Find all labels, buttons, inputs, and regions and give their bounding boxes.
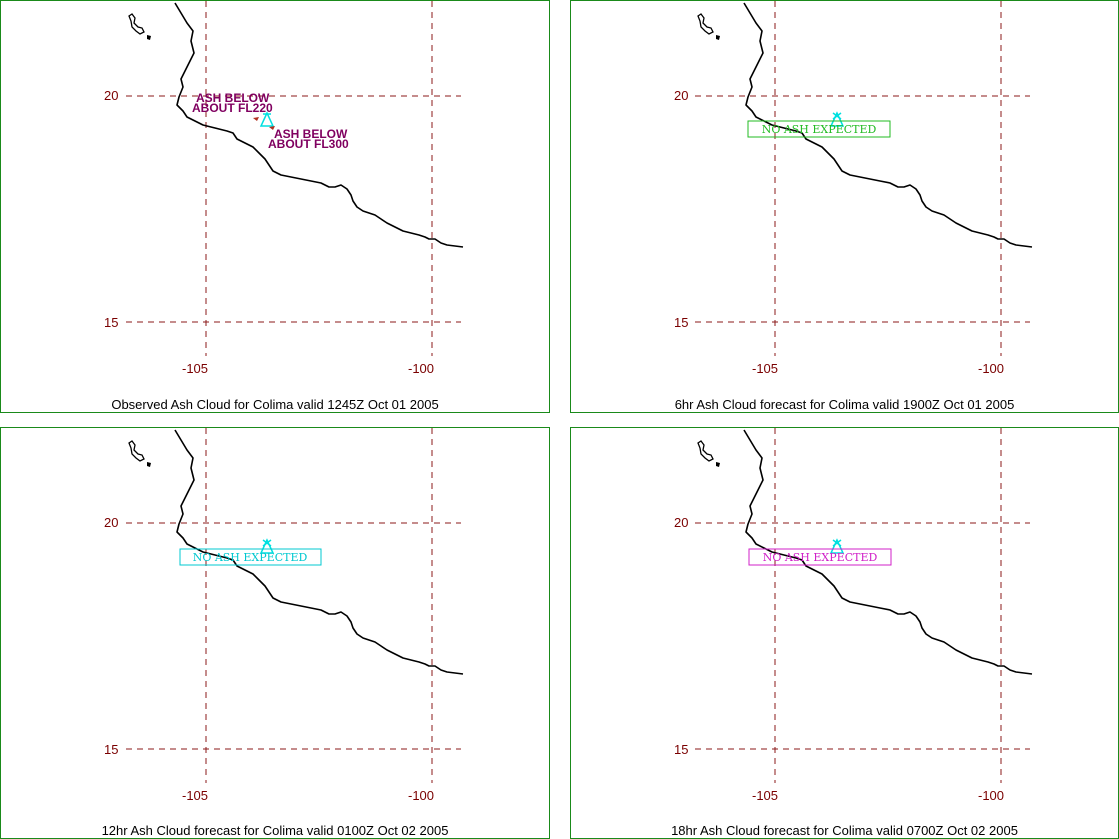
coastline-path [174,2,464,248]
islet-icon [147,35,151,40]
coastline [128,2,464,248]
volcano-icon [259,538,275,554]
lat-tick-15: 15 [104,742,118,757]
volcano-icon [829,111,845,127]
lat-tick-20: 20 [674,515,688,530]
map-canvas: 20 15 -105 -100 NO ASH EXPECTED [104,428,464,803]
lat-tick-15: 15 [674,315,688,330]
island-icon [697,13,714,35]
no-ash-label: NO ASH EXPECTED [763,551,878,564]
coastline-path [743,429,1033,675]
island-icon [128,440,145,462]
coastline [128,429,464,675]
map-canvas: 20 15 -105 -100 NO ASH EXPECTED [674,428,1033,803]
ash-label-2a: ASH BELOW [274,127,348,141]
panel-caption: 12hr Ash Cloud forecast for Colima valid… [101,823,449,838]
coastline [697,2,1033,248]
lon-tick-105: -105 [752,361,778,376]
coastline-path [743,2,1033,248]
coastline [697,429,1033,675]
panel-caption: 6hr Ash Cloud forecast for Colima valid … [674,397,1015,412]
map-panel-observed: 20 15 -105 -100 ASH BELOW ABOUT FL220 AS… [0,0,550,413]
ash-cloud-marks [253,117,275,130]
no-ash-box [179,548,322,566]
lon-tick-105: -105 [182,361,208,376]
lat-tick-20: 20 [104,515,118,530]
map-canvas: 20 15 -105 -100 ASH BELOW ABOUT FL220 AS… [104,1,464,376]
map-panel-12hr: 20 15 -105 -100 NO ASH EXPECTED 12hr Ash… [0,427,550,839]
volcano-icon [259,111,275,127]
islet-icon [147,462,151,467]
volcano-icon [829,538,845,554]
lon-tick-100: -100 [978,788,1004,803]
island-icon [128,13,145,35]
lon-tick-100: -100 [408,361,434,376]
panel-caption: 18hr Ash Cloud forecast for Colima valid… [671,823,1018,838]
lon-tick-105: -105 [752,788,778,803]
map-panel-6hr: 20 15 -105 -100 NO ASH EXPECTED 6hr Ash … [570,0,1119,413]
no-ash-label: NO ASH EXPECTED [762,123,877,136]
panel-caption: Observed Ash Cloud for Colima valid 1245… [111,397,439,412]
islet-icon [716,35,720,40]
no-ash-box [748,548,892,566]
grid-lines [126,428,461,783]
map-panel-18hr: 20 15 -105 -100 NO ASH EXPECTED 18hr Ash… [570,427,1119,839]
lon-tick-100: -100 [408,788,434,803]
ash-label-2b: ABOUT FL300 [268,137,349,151]
ash-label-1b: ABOUT FL220 [192,101,273,115]
no-ash-label: NO ASH EXPECTED [193,551,308,564]
islet-icon [716,462,720,467]
grid-lines [126,1,461,356]
ash-label-1a: ASH BELOW [196,91,270,105]
lat-tick-15: 15 [674,742,688,757]
no-ash-box [747,120,891,138]
lat-tick-20: 20 [104,88,118,103]
lon-tick-105: -105 [182,788,208,803]
coastline-path [174,429,464,675]
map-canvas: 20 15 -105 -100 NO ASH EXPECTED [674,1,1033,376]
island-icon [697,440,714,462]
lon-tick-100: -100 [978,361,1004,376]
lat-tick-20: 20 [674,88,688,103]
grid-lines [695,428,1030,783]
lat-tick-15: 15 [104,315,118,330]
grid-lines [695,1,1030,356]
